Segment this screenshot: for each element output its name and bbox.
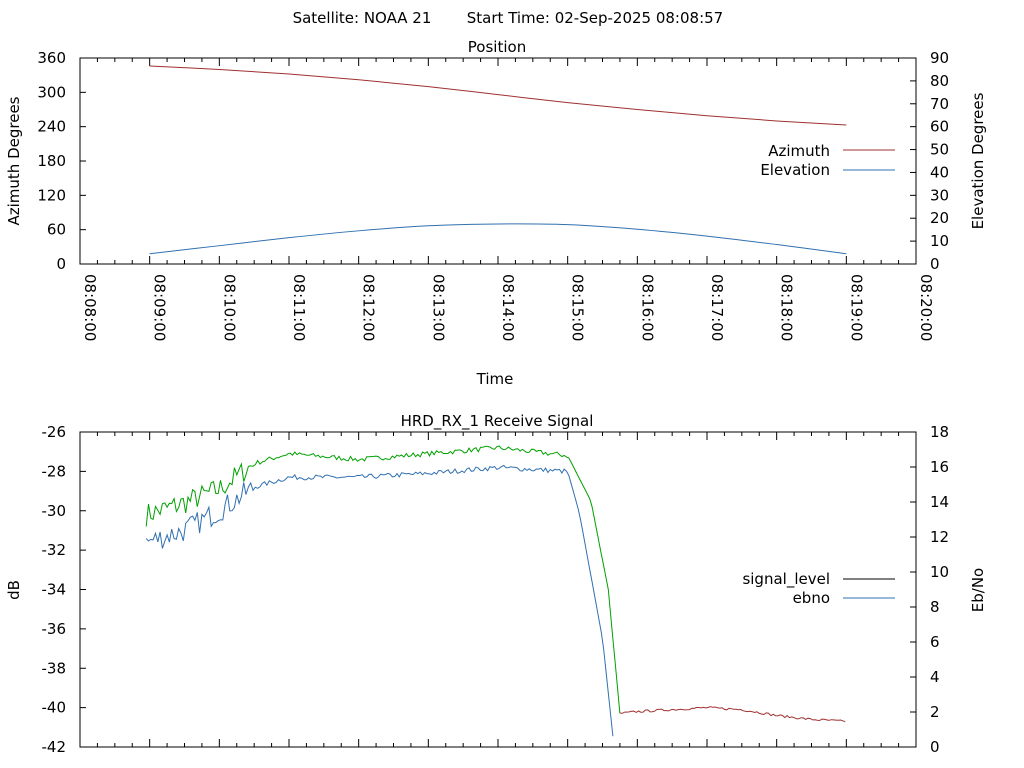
position-xtick-label: 08:15:00	[569, 274, 587, 341]
legend-label-ebno: ebno	[793, 589, 830, 607]
signal-ytick-label: -38	[42, 659, 67, 677]
legend-label-signal-level: signal_level	[742, 570, 830, 589]
position-y2tick-label: 20	[930, 209, 949, 227]
position-xtick-label: 08:13:00	[429, 274, 447, 341]
position-xlabel: Time	[476, 370, 514, 388]
signal-y2tick-label: 16	[930, 458, 949, 476]
position-y2tick-label: 70	[930, 95, 949, 113]
signal-green-line	[145, 445, 621, 714]
azimuth-line	[149, 65, 847, 126]
signal-y2tick-label: 8	[930, 598, 940, 616]
signal-ytick-label: -32	[42, 541, 67, 559]
position-ytick-label: 360	[37, 49, 66, 67]
position-xtick-label: 08:09:00	[151, 274, 169, 341]
signal-ylabel: dB	[5, 580, 23, 600]
position-ylabel: Azimuth Degrees	[5, 96, 23, 225]
signal-y2tick-label: 12	[930, 528, 949, 546]
satellite-label: Satellite: NOAA 21	[293, 9, 432, 27]
position-ytick-label: 60	[47, 221, 66, 239]
position-ticks: 0 60 120 180 240 300 360 0 10 20 30 40 50 60 70 80 90 08:…	[37, 49, 949, 341]
position-y2tick-label: 50	[930, 141, 949, 159]
position-xtick-label: 08:20:00	[917, 274, 935, 341]
position-y2tick-label: 10	[930, 232, 949, 250]
signal-blue-line	[145, 464, 614, 737]
position-ytick-label: 240	[37, 118, 66, 136]
signal-ytick-label: -28	[42, 462, 67, 480]
position-xtick-label: 08:08:00	[81, 274, 99, 341]
position-xtick-label: 08:18:00	[778, 274, 796, 341]
position-y2tick-label: 80	[930, 72, 949, 90]
position-ytick-label: 180	[37, 152, 66, 170]
position-lines	[149, 65, 847, 255]
signal-y2tick-label: 6	[930, 633, 940, 651]
receive-signal-chart: HRD_RX_1 Receive Signal dB Eb/No -42-40-…	[5, 412, 987, 756]
position-ytick-label: 0	[56, 255, 66, 273]
signal-chart-title: HRD_RX_1 Receive Signal	[401, 412, 594, 431]
signal-y2tick-label: 18	[930, 423, 949, 441]
signal-y2tick-label: 14	[930, 493, 949, 511]
start-time-label: Start Time: 02-Sep-2025 08:08:57	[467, 9, 723, 27]
position-y2tick-label: 40	[930, 163, 949, 181]
position-ytick-label: 300	[37, 83, 66, 101]
position-legend: Azimuth Elevation	[760, 142, 895, 179]
signal-plot-frame	[79, 431, 917, 748]
signal-ytick-label: -42	[42, 738, 67, 756]
signal-y2label: Eb/No	[969, 568, 987, 612]
signal-ticks: -42 -40 -38 -36 -34 -32 -30 -28 -26 0 2 4 6 8 10 12 14 16…	[42, 423, 950, 756]
position-y2tick-label: 90	[930, 49, 949, 67]
signal-y2tick-label: 10	[930, 563, 949, 581]
position-ytick-label: 120	[37, 186, 66, 204]
position-xtick-label: 08:19:00	[847, 274, 865, 341]
position-chart-title: Position	[468, 38, 526, 56]
position-y2tick-label: 60	[930, 118, 949, 136]
position-y2tick-label: 0	[930, 255, 940, 273]
position-y2label: Elevation Degrees	[969, 92, 987, 229]
position-xtick-label: 08:14:00	[499, 274, 517, 341]
position-xtick-label: 08:17:00	[708, 274, 726, 341]
elevation-line	[149, 223, 847, 255]
signal-ytick-label: -36	[42, 620, 67, 638]
position-y2tick-label: 30	[930, 186, 949, 204]
signal-lines	[145, 445, 846, 737]
signal-y2tick-label: 0	[930, 738, 940, 756]
signal-y2tick-label: 4	[930, 668, 940, 686]
position-xtick-label: 08:16:00	[638, 274, 656, 341]
position-xtick-label: 08:10:00	[220, 274, 238, 341]
signal-ytick-label: -40	[42, 699, 67, 717]
signal-legend: signal_level ebno	[742, 570, 895, 607]
signal-tail-line	[619, 706, 846, 723]
position-chart: Position Azimuth Degrees Elevation Degre…	[5, 38, 987, 388]
signal-ytick-label: -26	[42, 423, 67, 441]
legend-label-azimuth: Azimuth	[768, 142, 830, 160]
signal-ytick-label: -34	[42, 581, 67, 599]
legend-label-elevation: Elevation	[760, 161, 830, 179]
signal-y2tick-label: 2	[930, 703, 940, 721]
signal-ytick-label: -30	[42, 502, 67, 520]
position-xtick-label: 08:12:00	[360, 274, 378, 341]
position-xtick-label: 08:11:00	[290, 274, 308, 341]
